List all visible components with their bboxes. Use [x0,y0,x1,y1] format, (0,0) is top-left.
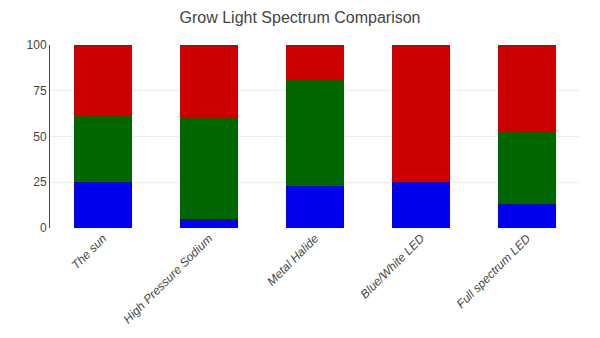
svg-text:Metal Halide: Metal Halide [264,231,321,288]
svg-text:50: 50 [33,130,47,144]
svg-text:Grow Light Spectrum Comparison: Grow Light Spectrum Comparison [180,9,421,26]
svg-text:75: 75 [33,84,47,98]
svg-text:Blue/White LED: Blue/White LED [358,231,428,301]
svg-text:The sun: The sun [69,231,110,272]
svg-text:Full spectrum LED: Full spectrum LED [454,231,534,311]
svg-text:High Pressure Sodium: High Pressure Sodium [121,231,216,326]
svg-text:0: 0 [40,221,47,235]
svg-text:100: 100 [27,38,47,52]
svg-text:25: 25 [33,175,47,189]
